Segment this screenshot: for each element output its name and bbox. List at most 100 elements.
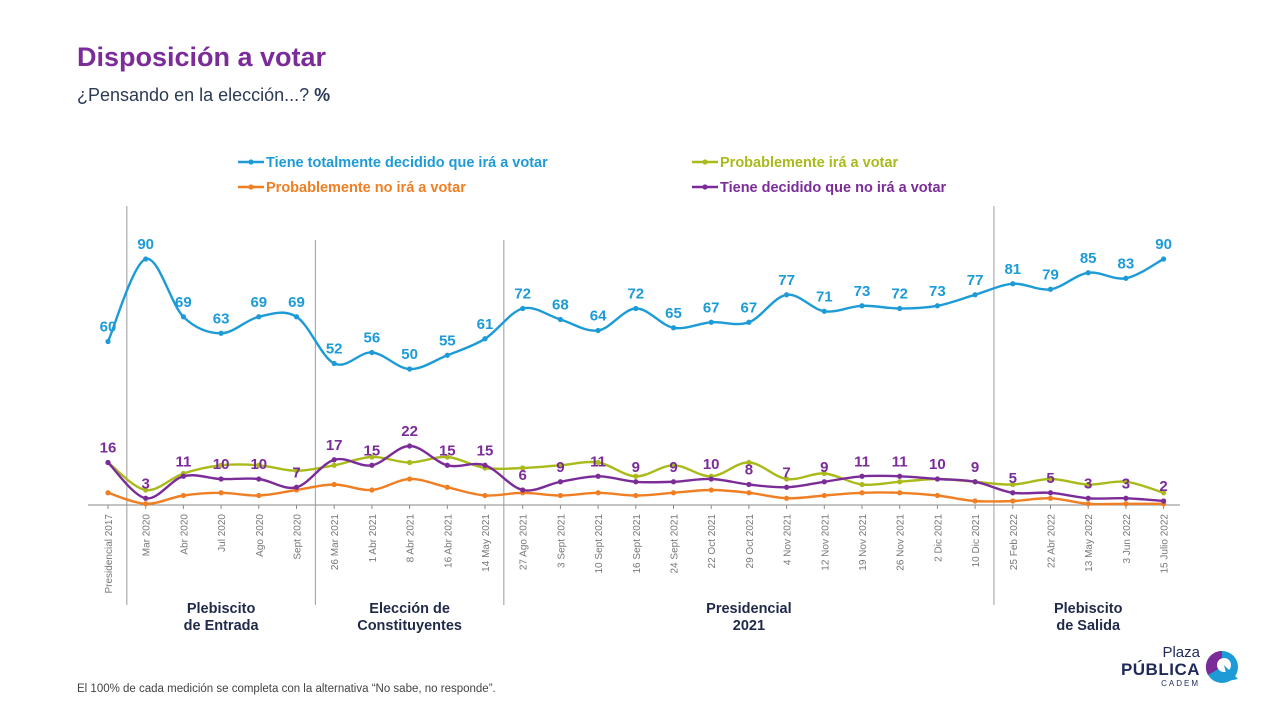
data-label: 72: [514, 286, 531, 303]
data-point: [180, 473, 186, 479]
data-point: [520, 487, 526, 493]
data-point: [934, 476, 941, 482]
legend-label: Tiene totalmente decidido que irá a vota…: [266, 155, 548, 171]
data-point: [407, 459, 413, 466]
data-point: [1123, 495, 1129, 501]
data-point: [1047, 476, 1054, 482]
logo-text-line1: Plaza: [1162, 644, 1200, 661]
data-point: [1010, 490, 1016, 496]
data-point: [1047, 495, 1054, 501]
data-point: [293, 314, 300, 320]
x-tick-label: 26 Nov 2021: [896, 514, 907, 571]
data-label: 15: [439, 442, 456, 459]
data-label: 67: [741, 299, 758, 316]
logo-text-line3: CADEM: [1161, 679, 1200, 688]
data-point: [821, 470, 827, 477]
data-point: [369, 454, 375, 460]
x-tick-label: Presidencial 2017: [104, 514, 115, 594]
data-label: 3: [1122, 475, 1130, 492]
legend-marker: [702, 184, 708, 190]
data-point: [218, 330, 224, 336]
data-point: [595, 490, 601, 496]
data-point: [897, 490, 903, 496]
period-label-line1: Presidencial: [706, 601, 791, 617]
data-label: 3: [1084, 475, 1092, 492]
data-point: [1085, 501, 1091, 507]
data-point: [293, 468, 300, 474]
x-tick-label: 24 Sept 2021: [670, 514, 681, 574]
x-tick-label: 25 Feb 2022: [1009, 514, 1020, 571]
data-label: 55: [439, 332, 456, 349]
data-point: [784, 292, 790, 298]
data-point: [407, 443, 413, 449]
data-label: 11: [590, 453, 606, 470]
data-label: 8: [745, 462, 753, 479]
data-label: 73: [929, 283, 946, 300]
data-label: 72: [891, 286, 908, 303]
data-label: 9: [971, 459, 979, 476]
data-label: 72: [627, 286, 644, 303]
x-tick-label: 12 Nov 2021: [820, 514, 831, 571]
data-point: [105, 490, 111, 496]
data-label: 22: [401, 423, 418, 440]
data-point: [633, 479, 639, 485]
data-point: [859, 473, 865, 479]
data-point: [520, 305, 526, 312]
x-tick-label: 19 Nov 2021: [858, 514, 869, 571]
data-label: 56: [364, 330, 381, 347]
data-label: 90: [1155, 236, 1172, 253]
data-label: 3: [142, 475, 150, 492]
data-point: [821, 479, 827, 485]
data-label: 11: [175, 453, 191, 470]
data-label: 67: [703, 299, 720, 316]
period-label-line1: Plebiscito: [1054, 601, 1123, 617]
period-label-line2: de Salida: [1056, 618, 1121, 634]
subtitle-unit: %: [314, 85, 331, 105]
data-label: 85: [1080, 250, 1097, 267]
x-tick-label: Jul 2020: [217, 514, 228, 552]
x-tick-label: 8 Abr 2021: [406, 514, 417, 563]
data-point: [972, 498, 978, 504]
data-point: [595, 327, 601, 334]
data-label: 60: [100, 319, 117, 336]
data-point: [482, 336, 488, 342]
data-label: 69: [250, 294, 267, 311]
data-label: 69: [288, 294, 305, 311]
data-point: [1123, 275, 1129, 281]
period-label-line1: Elección de: [369, 601, 450, 617]
series-line: [106, 257, 1165, 371]
x-tick-label: 27 Ago 2021: [519, 514, 530, 571]
data-label: 5: [1046, 470, 1054, 487]
x-tick-label: 16 Abr 2021: [443, 514, 454, 568]
data-point: [934, 303, 941, 309]
data-point: [143, 256, 149, 262]
data-point: [633, 492, 639, 499]
data-label: 9: [556, 459, 564, 476]
data-point: [331, 457, 337, 463]
data-point: [1047, 490, 1054, 496]
data-label: 10: [703, 456, 720, 473]
data-label: 68: [552, 297, 569, 314]
data-point: [331, 481, 337, 488]
data-label: 77: [967, 272, 984, 289]
footnote: El 100% de cada medición se completa con…: [77, 683, 496, 695]
data-point: [595, 459, 601, 466]
legend-label: Probablemente irá a votar: [720, 155, 898, 171]
x-tick-label: 1 Abr 2021: [368, 514, 379, 563]
data-point: [972, 479, 978, 485]
data-point: [972, 292, 978, 298]
data-label: 11: [854, 453, 870, 470]
data-point: [633, 305, 639, 312]
data-label: 10: [250, 456, 267, 473]
data-label: 16: [100, 440, 117, 457]
x-tick-label: 4 Nov 2021: [783, 514, 794, 566]
x-tick-label: 3 Jun 2022: [1122, 514, 1133, 564]
data-label: 7: [292, 464, 300, 481]
x-tick-label: 10 Dic 2021: [971, 514, 982, 568]
data-point: [557, 492, 564, 499]
x-tick-label: 26 Mar 2021: [330, 514, 341, 571]
legend-marker: [248, 184, 254, 190]
data-label: 5: [1009, 470, 1017, 487]
logo-text-line2: PÚBLICA: [1120, 660, 1200, 679]
data-point: [595, 473, 601, 479]
